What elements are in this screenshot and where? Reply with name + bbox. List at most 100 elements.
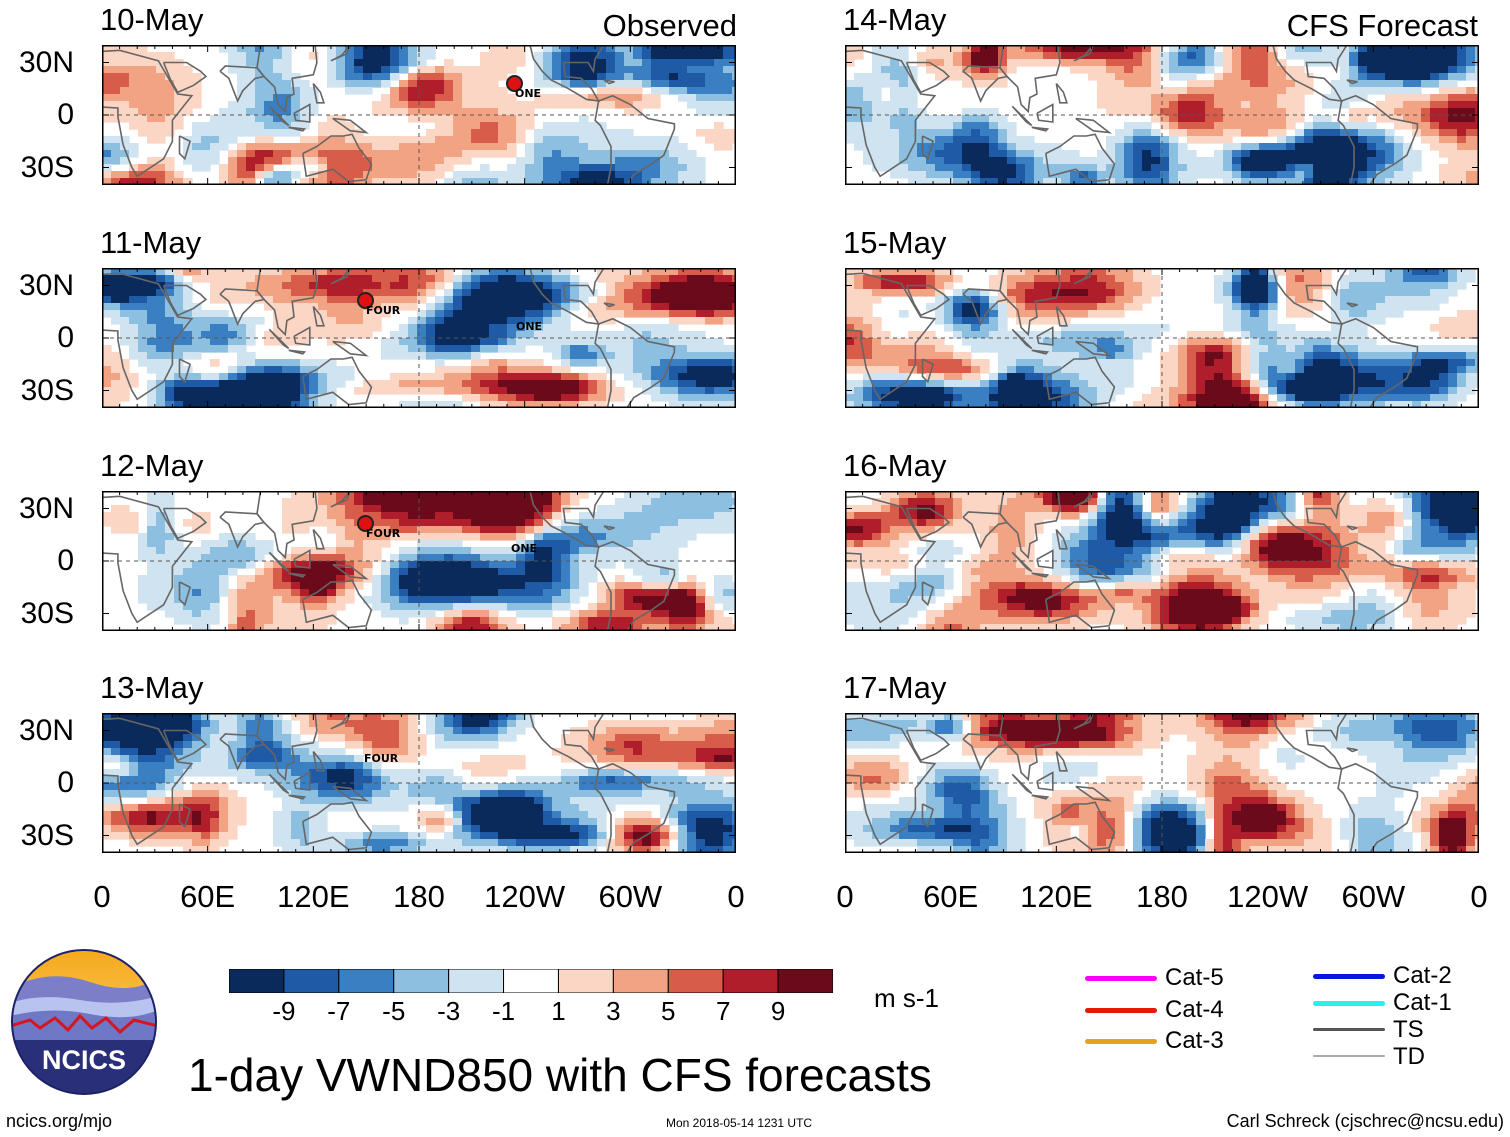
wind-cell [426, 143, 436, 151]
wind-cell [615, 366, 625, 374]
wind-cell [489, 80, 499, 88]
wind-cell [516, 720, 526, 728]
wind-cell [156, 59, 166, 67]
wind-cell [696, 832, 706, 840]
wind-cell [381, 832, 391, 840]
wind-cell [363, 540, 373, 548]
wind-cell [687, 519, 697, 527]
wind-cell [723, 783, 733, 791]
wind-cell [327, 797, 337, 805]
wind-cell [111, 755, 121, 763]
wind-cell [156, 554, 166, 562]
wind-cell [543, 387, 553, 395]
wind-cell [246, 282, 256, 290]
wind-cell [336, 832, 346, 840]
wind-cell [210, 359, 220, 367]
wind-cell [309, 317, 319, 325]
wind-cell [480, 769, 490, 777]
wind-cell [102, 797, 112, 805]
wind-cell [516, 505, 526, 513]
wind-cell [282, 790, 292, 798]
wind-cell [615, 157, 625, 165]
wind-cell [462, 373, 472, 381]
wind-cell [579, 547, 589, 555]
panel-date-10-may: 10-May [100, 2, 204, 37]
wind-cell [417, 554, 427, 562]
wind-cell [201, 589, 211, 597]
wind-cell [453, 324, 463, 332]
wind-cell [660, 394, 670, 402]
wind-cell [399, 575, 409, 583]
wind-cell [174, 568, 184, 576]
wind-cell [651, 289, 661, 297]
wind-cell [732, 839, 736, 847]
wind-cell [381, 755, 391, 763]
wind-cell [732, 804, 736, 812]
wind-cell [498, 45, 508, 53]
wind-cell [273, 783, 283, 791]
wind-cell [633, 533, 643, 541]
wind-cell [264, 755, 274, 763]
wind-cell [453, 811, 463, 819]
wind-cell [309, 582, 319, 590]
wind-cell [111, 512, 121, 520]
wind-cell [147, 359, 157, 367]
wind-cell [309, 380, 319, 388]
wind-cell [354, 52, 364, 60]
wind-cell [732, 352, 736, 360]
wind-cell [390, 561, 400, 569]
wind-cell [489, 150, 499, 158]
wind-cell [300, 804, 310, 812]
wind-cell [309, 589, 319, 597]
wind-cell [606, 136, 616, 144]
wind-cell [210, 373, 220, 381]
wind-cell [660, 282, 670, 290]
wind-cell [660, 519, 670, 527]
wind-cell [318, 401, 328, 408]
wind-cell [192, 818, 202, 826]
wind-cell [174, 268, 184, 276]
wind-cell [336, 734, 346, 742]
wind-cell [561, 811, 571, 819]
wind-cell [300, 825, 310, 833]
wind-cell [1178, 45, 1188, 53]
wind-cell [597, 129, 607, 137]
wind-cell [723, 603, 733, 611]
wind-cell [129, 373, 139, 381]
wind-cell [633, 561, 643, 569]
wind-cell [408, 603, 418, 611]
coastline [288, 126, 307, 132]
wind-cell [300, 275, 310, 283]
wind-cell [336, 373, 346, 381]
wind-cell [120, 512, 130, 520]
wind-cell [588, 136, 598, 144]
wind-cell [435, 387, 445, 395]
wind-cell [174, 80, 184, 88]
wind-cell [309, 108, 319, 116]
wind-cell [462, 94, 472, 102]
wind-cell [498, 582, 508, 590]
wind-cell [732, 846, 736, 853]
wind-cell [453, 129, 463, 137]
wind-cell [489, 136, 499, 144]
wind-cell [678, 143, 688, 151]
wind-cell [417, 331, 427, 339]
wind-cell [588, 783, 598, 791]
wind-cell [309, 568, 319, 576]
wind-cell [597, 52, 607, 60]
wind-cell [453, 540, 463, 548]
wind-cell [660, 603, 670, 611]
wind-cell [543, 310, 553, 318]
wind-cell [633, 762, 643, 770]
wind-cell [696, 394, 706, 402]
wind-cell [687, 839, 697, 847]
wind-cell [989, 45, 999, 53]
wind-cell [246, 603, 256, 611]
wind-cell [453, 387, 463, 395]
wind-cell [588, 790, 598, 798]
wind-cell [489, 331, 499, 339]
wind-cell [597, 610, 607, 618]
wind-cell [651, 839, 661, 847]
wind-cell [480, 589, 490, 597]
wind-cell [120, 268, 130, 276]
